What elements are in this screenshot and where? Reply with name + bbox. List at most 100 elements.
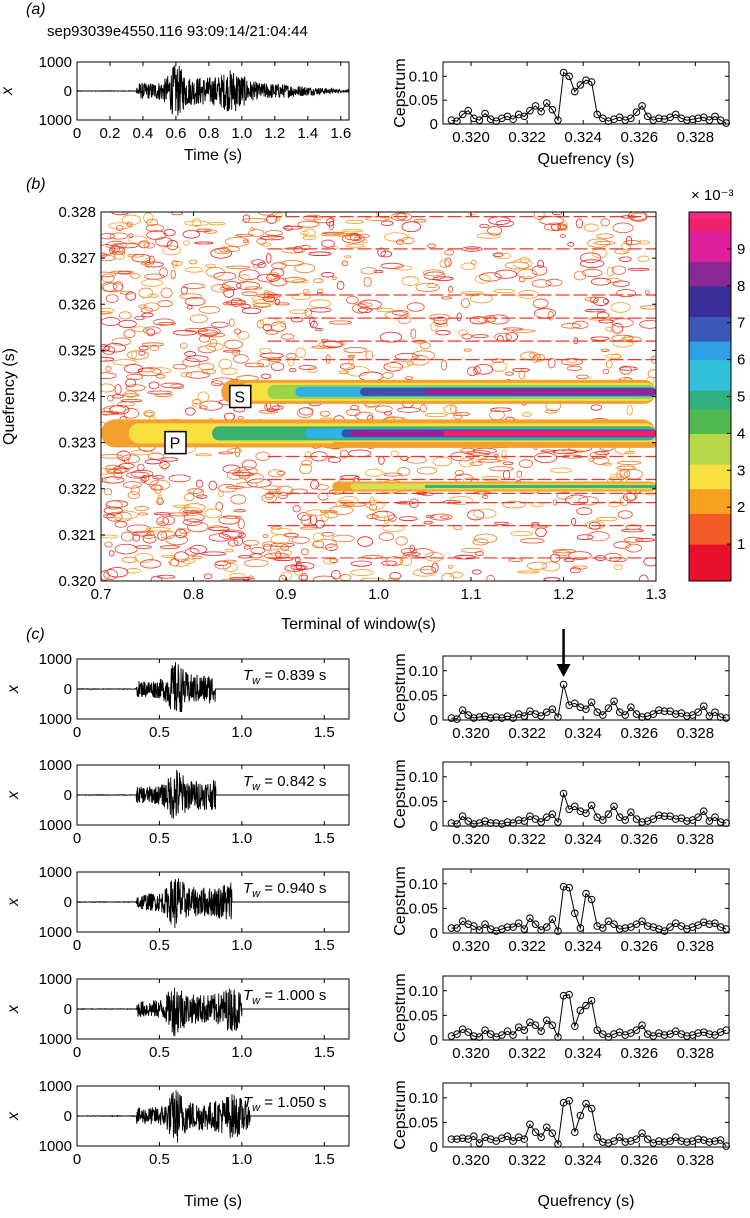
colorbar-segment xyxy=(689,476,731,484)
contour-blob xyxy=(274,218,281,222)
contour-blob xyxy=(183,493,195,502)
panel-c-ceps-xtick-label: 0.328 xyxy=(677,831,715,848)
panel-c-cepstrum-1-point xyxy=(582,809,590,818)
contour-blob xyxy=(125,568,142,574)
contour-blob xyxy=(626,404,633,416)
contour-blob xyxy=(146,328,156,337)
contour-blob xyxy=(134,315,145,321)
panel-a-ceps-xtick-label: 0.320 xyxy=(452,129,490,146)
contour-blob xyxy=(165,534,188,546)
contour-blob xyxy=(104,343,126,353)
contour-blob xyxy=(129,273,141,279)
panel-c-ceps-ytick-label: 0 xyxy=(430,712,438,729)
panel-c-cepstrum-2-point xyxy=(615,925,624,933)
panel-b-ytick-label: 0.326 xyxy=(58,296,96,313)
contour-blob xyxy=(180,286,188,295)
contour-blob xyxy=(310,320,318,329)
contour-blob xyxy=(596,516,618,522)
panel-c-cepstrum-frame-1 xyxy=(442,761,730,827)
contour-blob xyxy=(280,260,305,267)
contour-blob xyxy=(109,232,128,240)
contour-blob xyxy=(111,337,132,346)
p-band xyxy=(443,430,656,437)
contour-blob xyxy=(225,265,251,269)
contour-blob xyxy=(238,532,246,539)
panel-a-xtick-label: 0.8 xyxy=(198,125,219,142)
colorbar-segment xyxy=(689,279,731,287)
panel-c-waveform-2 xyxy=(76,878,349,928)
contour-blob xyxy=(105,500,123,510)
contour-blob xyxy=(103,488,113,496)
panel-a-cepstrum-point xyxy=(531,102,540,110)
colorbar-segment xyxy=(689,421,731,428)
panel-c-ytick-label: 1000 xyxy=(39,757,72,774)
contour-blob xyxy=(205,342,224,352)
panel-c-cepstrum-1-point xyxy=(447,819,456,827)
panel-b-xtick-label: 0.9 xyxy=(276,586,297,603)
panel-c-cepstrum-2-point xyxy=(447,924,456,932)
panel-c-ceps-xtick-label: 0.322 xyxy=(508,938,546,955)
panel-c-cepstrum-frame-4 xyxy=(442,1082,730,1148)
contour-blob xyxy=(114,384,122,395)
contour-blob xyxy=(612,222,634,234)
panel-a-xtick-label: 1.2 xyxy=(264,125,285,142)
panel-c-ytick-label: 1000 xyxy=(39,817,72,834)
lower-band xyxy=(424,484,656,488)
panel-c-waveform-1 xyxy=(76,769,349,819)
contour-blob xyxy=(397,407,421,413)
colorbar-segment xyxy=(689,378,731,385)
panel-c-cepstrum-0-point xyxy=(570,699,579,708)
panel-b-ytick-label: 0.321 xyxy=(58,527,96,544)
contour-blob xyxy=(134,505,150,511)
contour-blob xyxy=(301,460,313,466)
panel-a-cepstrum-point xyxy=(694,114,702,123)
panel-c-cepstrum-4-point xyxy=(453,1135,461,1143)
contour-blob xyxy=(109,405,130,415)
panel-c-cepstrum-3-point xyxy=(570,1022,579,1031)
panel-c-cepstrum-3-point xyxy=(453,1030,461,1038)
contour-blob xyxy=(262,541,278,548)
contour-blob xyxy=(600,218,610,227)
contour-blob xyxy=(237,555,253,559)
contour-blob xyxy=(466,366,478,377)
contour-blob xyxy=(461,298,470,309)
contour-blob xyxy=(365,350,374,360)
panel-c-xtick-label: 1.5 xyxy=(314,830,335,847)
panel-c-cepstrum-3-point xyxy=(683,1032,691,1040)
contour-blob xyxy=(426,243,437,249)
contour-blob xyxy=(131,350,137,360)
panel-c-cepstrum-1-point xyxy=(705,817,714,825)
contour-blob xyxy=(221,578,233,581)
contour-blob xyxy=(185,266,204,273)
contour-blob xyxy=(637,240,650,245)
panel-a-ceps-ytick-label: 0.10 xyxy=(409,68,438,85)
panel-c-cepstrum-4-point xyxy=(576,1111,585,1120)
panel-c-cepstrum-1-point xyxy=(548,810,557,818)
contour-blob xyxy=(204,508,223,519)
contour-blob xyxy=(209,338,218,348)
panel-a-cepstrum-point xyxy=(526,106,534,115)
contour-blob xyxy=(621,336,642,343)
panel-c-cepstrum-0-point xyxy=(627,703,635,712)
panel-c-cepstrum-3-point xyxy=(582,1001,590,1010)
contour-blob xyxy=(312,278,324,284)
panel-a-cepstrum-point xyxy=(481,109,489,118)
panel-c-cepstrum-0-point xyxy=(660,707,669,715)
panel-a-cepstrum-point xyxy=(570,87,579,96)
contour-blob xyxy=(461,333,472,340)
colorbar-segment xyxy=(689,285,731,293)
contour-blob xyxy=(236,481,258,488)
contour-blob xyxy=(427,283,438,289)
contour-blob xyxy=(104,541,113,548)
contour-blob xyxy=(439,515,450,519)
contour-blob xyxy=(321,272,335,278)
contour-blob xyxy=(518,275,526,283)
panel-a-cepstrum-point xyxy=(688,115,697,124)
contour-blob xyxy=(406,302,425,312)
contour-blob xyxy=(317,492,329,501)
panel-c-cepstrum-1-point xyxy=(503,818,512,826)
event-id-title: sep93039e4550.116 93:09:14/21:04:44 xyxy=(47,23,308,40)
contour-blob xyxy=(395,239,404,245)
panel-c-cepstrum-3-point xyxy=(705,1030,714,1038)
